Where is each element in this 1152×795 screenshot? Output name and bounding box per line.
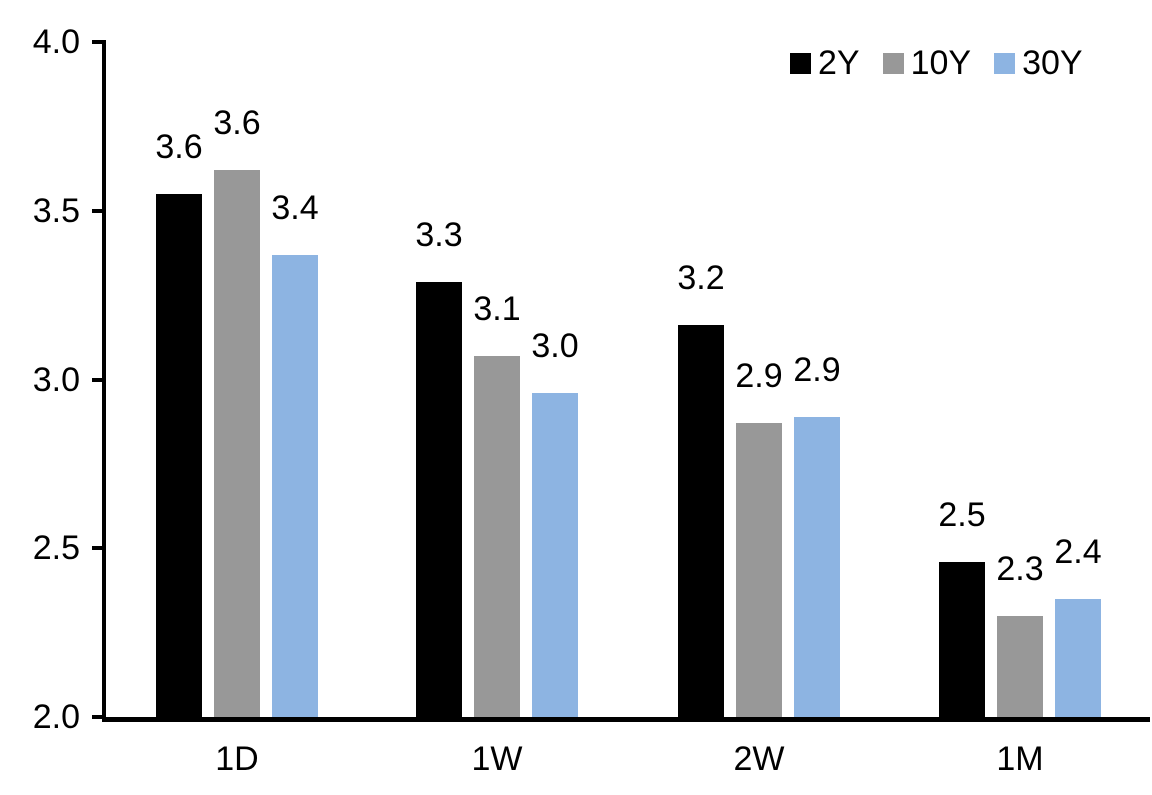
y-tick-label: 2.5: [32, 529, 80, 568]
legend-label: 2Y: [818, 44, 860, 82]
legend-item-2y: 2Y: [790, 45, 860, 81]
y-tick-mark: [92, 208, 106, 213]
bar-30y-2w: [794, 417, 840, 717]
x-axis-line: [102, 717, 1150, 722]
x-axis-label-1w: 1W: [471, 740, 523, 778]
bar-value-label: 3.4: [271, 189, 319, 227]
bar-value-label: 2.3: [996, 550, 1044, 588]
legend-item-10y: 10Y: [882, 44, 972, 82]
legend-swatch-icon: [994, 52, 1016, 74]
bar-2y-2w: [678, 325, 724, 717]
bar-10y-1w: [474, 356, 520, 717]
bar-2y-1w: [416, 282, 462, 717]
legend-label: 10Y: [910, 44, 972, 82]
x-axis-label-1m: 1M: [996, 740, 1044, 778]
y-tick-label: 2.0: [32, 698, 80, 736]
bar-value-label: 2.5: [938, 496, 986, 534]
legend-swatch-icon: [882, 52, 904, 74]
y-tick-mark: [92, 546, 106, 551]
y-tick-mark: [92, 377, 106, 382]
bar-10y-1m: [997, 616, 1043, 717]
bar-30y-1d: [272, 255, 318, 717]
legend-swatch-icon: [790, 52, 811, 74]
bar-10y-2w: [736, 423, 782, 717]
bar-value-label: 2.9: [793, 351, 841, 389]
bar-value-label: 3.0: [531, 327, 579, 365]
bar-2y-1m: [939, 562, 985, 717]
bar-30y-1m: [1055, 599, 1101, 717]
bar-2y-1d: [156, 194, 202, 717]
bar-value-label: 3.1: [473, 290, 521, 328]
bar-value-label: 2.9: [735, 357, 783, 395]
legend: 2Y 10Y 30Y: [790, 45, 1083, 81]
y-tick-mark: [92, 715, 106, 719]
legend-label: 30Y: [1022, 44, 1083, 82]
y-tick-mark: [92, 40, 106, 44]
x-axis-label-1d: 1D: [215, 740, 259, 778]
y-tick-label: 4.0: [32, 23, 80, 61]
bar-value-label: 3.6: [213, 104, 261, 142]
x-axis-label-2w: 2W: [733, 740, 785, 778]
bar-value-label: 2.4: [1054, 533, 1102, 571]
bar-10y-1d: [214, 170, 260, 717]
bar-value-label: 3.6: [155, 128, 203, 166]
bar-value-label: 3.3: [415, 216, 463, 254]
bar-30y-1w: [532, 393, 578, 717]
y-tick-label: 3.0: [32, 360, 80, 399]
legend-item-30y: 30Y: [994, 45, 1083, 81]
bar-value-label: 3.2: [677, 259, 725, 297]
y-tick-label: 3.5: [32, 191, 80, 230]
